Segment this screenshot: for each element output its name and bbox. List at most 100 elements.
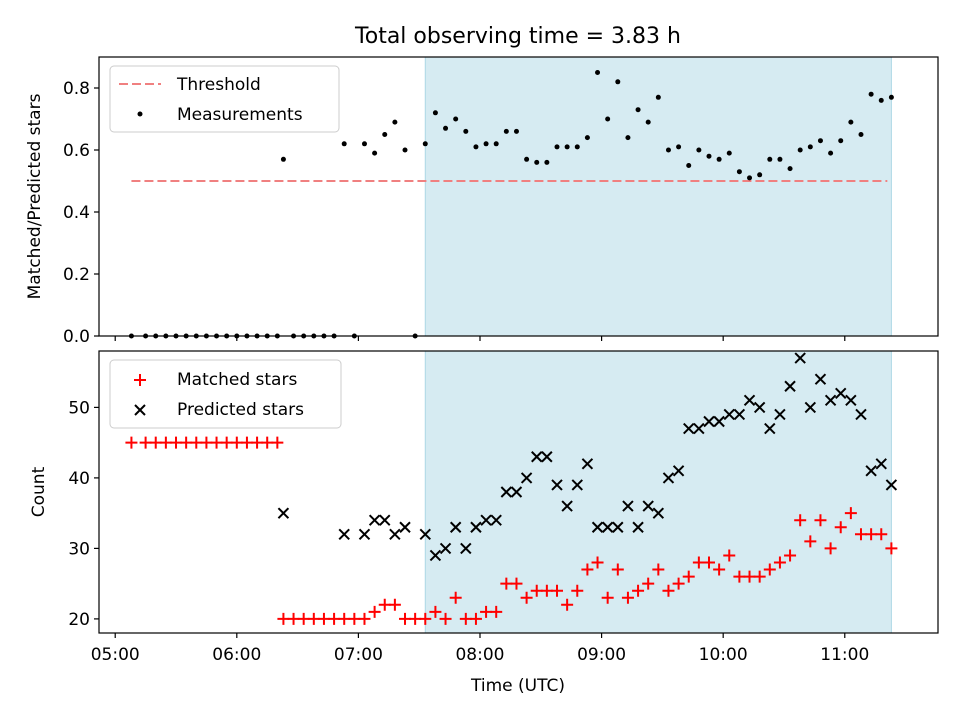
measurement-point [382, 132, 388, 137]
matched-stars-point [429, 605, 442, 618]
predicted-stars-point [480, 514, 492, 526]
matched-stars-point [210, 436, 223, 449]
y-tick-label: 0.2 [63, 265, 90, 285]
legend-threshold-label: Threshold [176, 75, 261, 95]
predicted-stars-point [379, 514, 391, 526]
measurement-point [726, 150, 732, 156]
measurement-point [797, 147, 803, 153]
observing-interval-shade [424, 350, 892, 634]
predicted-stars-point [399, 521, 411, 533]
matched-stars-point [844, 507, 857, 520]
x-tick-label: 06:00 [212, 645, 261, 665]
x-tick-label: 05:00 [91, 645, 140, 665]
matched-stars-point [763, 563, 776, 576]
predicted-stars-point [743, 394, 756, 407]
matched-stars-point [510, 577, 523, 590]
matched-stars-point [520, 591, 533, 604]
predicted-stars-point [875, 458, 887, 470]
matched-stars-point [490, 605, 503, 618]
matched-stars-point [642, 577, 655, 590]
matched-stars-point [449, 591, 462, 604]
predicted-stars-point [845, 394, 857, 407]
matched-stars-point [662, 584, 675, 597]
predicted-stars-point [703, 415, 715, 428]
matched-stars-point [200, 436, 213, 449]
measurement-point [868, 91, 874, 97]
matched-stars-point [672, 577, 685, 590]
measurement-point [736, 169, 742, 175]
measurement-point [767, 156, 773, 162]
measurement-point [493, 141, 499, 147]
y-tick-label: 20 [68, 610, 90, 630]
measurement-point [392, 119, 398, 125]
matched-stars-point [358, 612, 371, 625]
matched-stars-point [834, 521, 847, 534]
measurement-point [341, 141, 347, 147]
legend-measurements-label: Measurements [177, 105, 303, 125]
matched-stars-point [581, 563, 594, 576]
x-axis-ticks-ratio [114, 336, 846, 341]
x-tick-label: 10:00 [699, 645, 748, 665]
matched-stars-point [338, 612, 351, 625]
predicted-stars-point [723, 408, 735, 421]
legend-ratio: Threshold Measurements [109, 65, 340, 133]
panel-ratio: 0.00.20.40.60.8 Matched/Predicted stars … [25, 56, 939, 347]
measurement-point [463, 128, 469, 134]
matched-stars-point [885, 542, 898, 555]
matched-stars-point [240, 436, 253, 449]
matched-stars-point [230, 436, 243, 449]
predicted-stars-point [561, 500, 573, 512]
matched-stars-point [773, 556, 786, 569]
matched-stars-point [159, 436, 172, 449]
measurement-point [706, 153, 712, 159]
predicted-stars-point [500, 486, 513, 498]
predicted-stars-point [824, 394, 837, 407]
predicted-stars-point [389, 528, 401, 541]
predicted-stars-point [885, 479, 898, 491]
predicted-stars-points [277, 352, 898, 562]
matched-stars-point [261, 436, 274, 449]
predicted-stars-point [632, 521, 644, 533]
observing-interval-shade [424, 56, 892, 337]
measurement-point [574, 144, 580, 150]
predicted-stars-point [429, 549, 442, 562]
measurement-point [432, 110, 438, 116]
matched-stars-point [814, 514, 827, 527]
y-axis-ticks-ratio: 0.0 0.2 0.4 0.6 0.8 [63, 79, 99, 347]
matched-stars-point [692, 556, 705, 569]
legend-matched-label: Matched stars [177, 370, 297, 390]
matched-stars-point [388, 598, 401, 611]
matched-stars-point [307, 612, 320, 625]
measurement-point [787, 166, 793, 172]
y-tick-label: 0.8 [63, 79, 90, 99]
measurement-point [443, 125, 449, 131]
x-tick-label: 11:00 [820, 645, 869, 665]
measurement-point [645, 119, 651, 125]
predicted-stars-point [541, 451, 553, 463]
matched-stars-point [378, 598, 391, 611]
predicted-stars-point [713, 415, 725, 428]
measurement-point [757, 172, 763, 178]
predicted-stars-point [419, 528, 431, 541]
matched-stars-point [317, 612, 330, 625]
predicted-stars-point [683, 422, 695, 435]
matched-stars-point [287, 612, 300, 625]
y-axis-ticks-count: 20 30 40 50 [68, 398, 99, 630]
panel-counts-frame [98, 350, 939, 634]
measurement-point [777, 156, 783, 162]
predicted-stars-point [642, 500, 654, 512]
matched-stars-point [530, 584, 543, 597]
predicted-stars-point [733, 408, 746, 421]
measurement-point [858, 132, 864, 137]
matched-stars-point [784, 549, 797, 562]
measurement-point [422, 141, 428, 147]
measurement-point [595, 70, 601, 75]
measurement-point [655, 94, 661, 100]
matched-stars-point [469, 612, 482, 625]
measurement-point [372, 150, 378, 156]
matched-stars-point [723, 549, 736, 562]
legend-ratio-box [109, 65, 340, 133]
panel-ratio-frame [98, 56, 939, 337]
matched-stars-point [125, 436, 138, 449]
